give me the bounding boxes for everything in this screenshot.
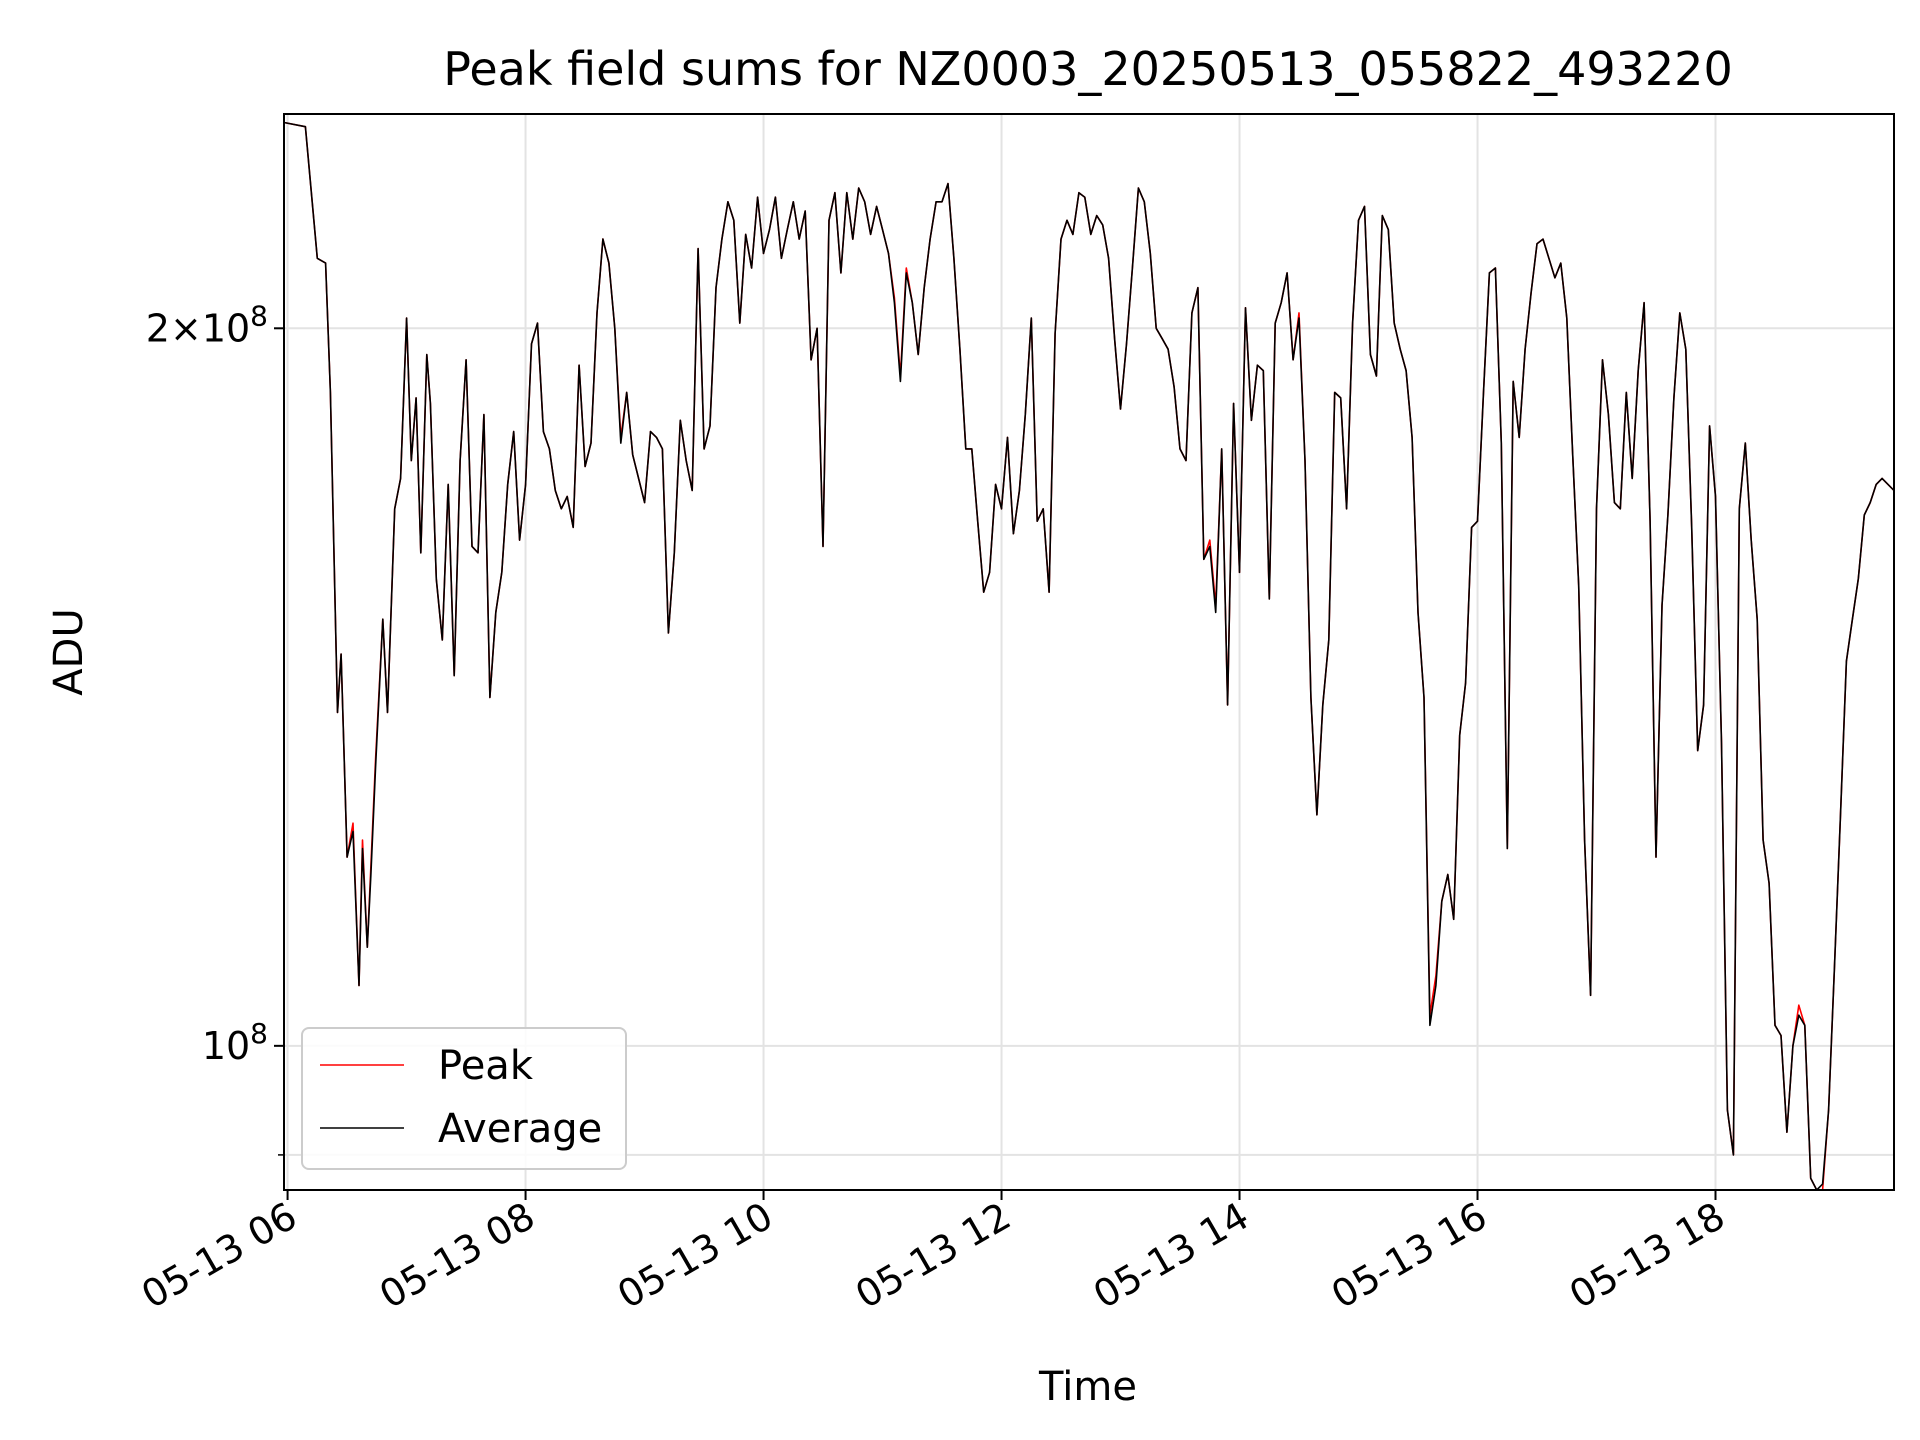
x-axis-label: Time	[1038, 1364, 1137, 1410]
y-axis-label: ADU	[46, 608, 92, 695]
chart-title: Peak field sums for NZ0003_20250513_0558…	[443, 42, 1732, 96]
y-tick-label: 2×108	[146, 299, 268, 350]
legend: Peak Average	[301, 1027, 627, 1170]
series-line-average	[283, 121, 1895, 1191]
series-lines	[283, 121, 1895, 1191]
plot-frame	[283, 113, 1895, 1191]
legend-label-peak: Peak	[438, 1043, 534, 1089]
legend-label-average: Average	[438, 1106, 602, 1152]
y-tick-label: 108	[202, 1017, 268, 1068]
legend-box	[301, 1027, 627, 1170]
